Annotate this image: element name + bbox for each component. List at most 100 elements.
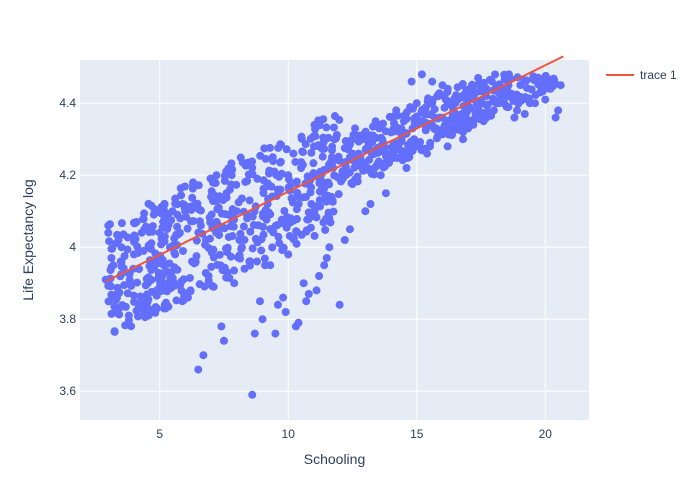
data-point — [337, 177, 346, 186]
data-point — [260, 254, 269, 263]
data-point — [130, 297, 139, 306]
data-point — [219, 196, 228, 205]
data-point — [134, 248, 143, 257]
data-point — [328, 146, 337, 155]
data-point — [484, 100, 493, 109]
data-point — [248, 212, 257, 221]
data-point — [275, 239, 284, 248]
data-point — [513, 106, 522, 115]
data-point — [278, 246, 287, 255]
data-point — [312, 286, 321, 295]
data-point — [328, 197, 337, 206]
data-point — [173, 222, 182, 231]
data-point — [157, 202, 166, 211]
data-point — [546, 75, 555, 84]
data-point — [219, 336, 228, 345]
data-point — [444, 97, 453, 106]
data-point — [491, 70, 500, 79]
data-point — [529, 75, 538, 84]
data-point — [170, 248, 179, 257]
data-point — [292, 205, 301, 214]
data-point — [114, 232, 123, 241]
data-point — [113, 283, 122, 292]
data-point — [248, 390, 257, 399]
x-tick-label: 20 — [539, 427, 553, 441]
data-point — [307, 148, 316, 157]
data-point — [186, 202, 195, 211]
data-point — [416, 138, 425, 147]
data-point — [110, 327, 119, 336]
data-point — [253, 257, 262, 266]
legend[interactable]: trace 1 — [606, 68, 677, 82]
data-point — [151, 303, 160, 312]
data-point — [329, 123, 338, 132]
data-point — [218, 266, 227, 275]
data-point — [320, 144, 329, 153]
data-point — [209, 253, 218, 262]
data-point — [521, 93, 530, 102]
data-point — [117, 219, 126, 228]
data-point — [297, 158, 306, 167]
data-point — [426, 138, 435, 147]
data-point — [460, 94, 469, 103]
data-point — [284, 175, 293, 184]
data-point — [404, 151, 413, 160]
data-point — [236, 153, 245, 162]
data-point — [393, 111, 402, 120]
data-point — [298, 148, 307, 157]
data-point — [273, 221, 282, 230]
data-point — [215, 250, 224, 259]
data-point — [345, 225, 354, 234]
data-point — [144, 241, 153, 250]
data-point — [284, 183, 293, 192]
data-point — [450, 94, 459, 103]
data-point — [361, 207, 370, 216]
data-point — [220, 224, 229, 233]
data-point — [156, 257, 165, 266]
data-point — [105, 237, 114, 246]
data-point — [322, 123, 331, 132]
data-point — [319, 115, 328, 124]
data-point — [453, 122, 462, 131]
data-point — [430, 105, 439, 114]
trend-line-layer — [105, 55, 564, 283]
data-point — [123, 289, 132, 298]
y-tick-label: 3.6 — [59, 384, 76, 398]
y-tick-label: 4.4 — [59, 96, 76, 110]
data-point — [130, 231, 139, 240]
data-point — [155, 282, 164, 291]
scatter-points — [101, 70, 565, 399]
data-point — [330, 112, 339, 121]
data-point — [417, 146, 426, 155]
data-point — [225, 274, 234, 283]
data-point — [291, 179, 300, 188]
data-point — [130, 237, 139, 246]
data-point — [383, 149, 392, 158]
data-point — [293, 188, 302, 197]
data-point — [377, 120, 386, 129]
data-point — [145, 305, 154, 314]
data-point — [406, 103, 415, 112]
data-point — [284, 250, 293, 259]
data-point — [207, 262, 216, 271]
data-point — [340, 236, 349, 244]
data-point — [332, 133, 341, 142]
data-point — [299, 279, 308, 288]
data-point — [233, 253, 242, 262]
data-point — [428, 77, 437, 86]
data-point — [105, 220, 114, 229]
data-point — [321, 225, 330, 234]
data-point — [334, 190, 343, 199]
data-point — [223, 243, 232, 252]
data-point — [217, 322, 226, 331]
data-point — [482, 85, 491, 94]
data-point — [348, 180, 357, 189]
data-point — [392, 139, 401, 148]
data-point — [271, 329, 280, 338]
data-point — [374, 157, 383, 166]
data-point — [531, 99, 540, 108]
data-point — [402, 164, 411, 172]
data-point — [270, 167, 279, 176]
data-point — [111, 295, 120, 304]
